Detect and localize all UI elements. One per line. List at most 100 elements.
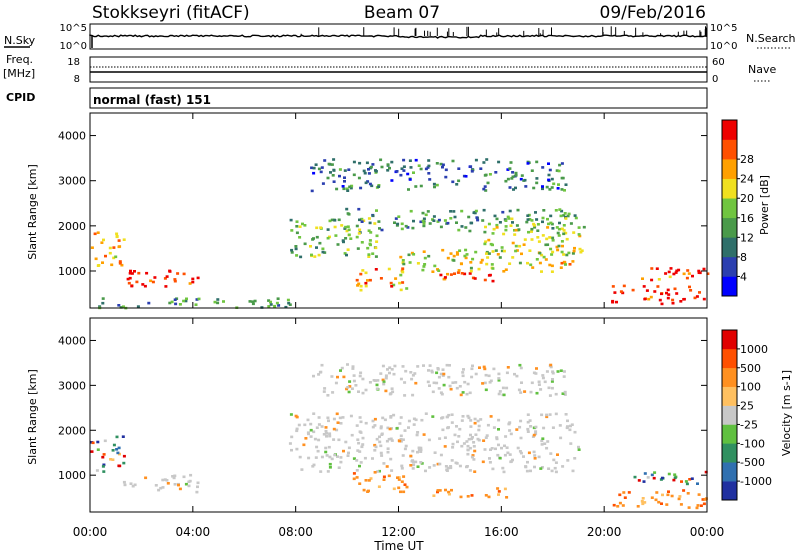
echo-cell (574, 216, 578, 220)
echo-cell (374, 379, 377, 382)
echo-cell (518, 363, 522, 367)
echo-cell (110, 263, 114, 267)
echo-cell (528, 419, 532, 422)
echo-cell (558, 208, 562, 211)
echo-cell (470, 367, 474, 371)
echo-cell (491, 250, 495, 253)
freq-panel-frame (89, 56, 708, 83)
echo-cell (428, 178, 432, 181)
echo-cell (356, 449, 360, 452)
echo-cell (370, 184, 374, 188)
echo-cell (469, 419, 473, 422)
echo-cell (430, 370, 434, 374)
echo-cell (533, 457, 537, 460)
echo-cell (471, 436, 474, 439)
echo-cell (163, 277, 167, 280)
echo-cell (361, 436, 365, 440)
echo-cell (98, 305, 102, 308)
echo-cell (697, 269, 701, 273)
echo-cell (508, 209, 512, 213)
echo-cell (643, 297, 647, 301)
echo-cell (374, 255, 378, 258)
echo-cell (407, 188, 410, 191)
echo-cell (386, 169, 390, 172)
echo-cell (568, 263, 572, 266)
echo-cell (704, 470, 708, 474)
echo-cell (553, 466, 557, 470)
echo-cell (413, 372, 417, 375)
echo-cell (672, 272, 676, 276)
echo-cell (566, 214, 570, 218)
echo-cell (327, 419, 330, 423)
echo-cell (382, 382, 386, 386)
echo-cell (392, 487, 396, 491)
echo-cell (361, 377, 365, 381)
echo-cell (382, 478, 386, 481)
echo-cell (325, 432, 328, 435)
colorbar-tick-label: 100 (740, 381, 761, 394)
echo-cell (459, 393, 463, 397)
echo-cell (349, 414, 353, 418)
echo-cell (627, 491, 631, 494)
echo-cell (188, 479, 192, 483)
echo-cell (482, 208, 486, 212)
echo-cell (332, 427, 336, 431)
echo-cell (578, 247, 582, 251)
echo-cell (304, 437, 308, 440)
echo-cell (548, 413, 552, 416)
echo-cell (695, 295, 699, 298)
echo-cell (524, 465, 528, 468)
echo-cell (332, 180, 336, 183)
echo-cell (479, 167, 483, 170)
echo-cell (340, 224, 344, 227)
echo-cell (463, 254, 467, 258)
echo-cell (647, 297, 651, 301)
echo-cell (530, 227, 534, 231)
echo-cell (538, 261, 542, 265)
echo-cell (515, 428, 519, 431)
echo-cell (345, 187, 349, 191)
echo-cell (689, 289, 693, 292)
echo-cell (505, 371, 509, 375)
echo-cell (336, 421, 340, 424)
echo-cell (533, 454, 537, 457)
echo-cell (679, 503, 683, 506)
echo-cell (437, 375, 441, 379)
echo-cell (544, 243, 548, 247)
echo-cell (549, 214, 553, 218)
echo-cell (650, 267, 654, 270)
echo-cell (357, 176, 361, 180)
echo-cell (519, 391, 523, 394)
echo-cell (682, 489, 686, 492)
echo-cell (560, 240, 564, 243)
echo-cell (439, 372, 443, 376)
echo-cell (161, 486, 165, 489)
echo-cell (151, 280, 155, 284)
echo-cell (419, 461, 423, 464)
colorbar-tick-label: 12 (740, 231, 754, 244)
echo-cell (469, 425, 473, 428)
echo-cell (389, 281, 393, 285)
echo-cell (455, 386, 459, 390)
echo-cell (514, 186, 517, 190)
echo-cell (529, 390, 533, 394)
echo-cell (435, 183, 439, 187)
velocity-y-ticks: 1000 2000 3000 4000 (58, 334, 707, 482)
colorbar-swatch (722, 330, 737, 350)
echo-cell (443, 277, 447, 281)
power-colorbar-label: Power [dB] (758, 175, 771, 235)
colorbar-swatch (722, 178, 737, 199)
echo-cell (489, 415, 493, 418)
echo-cell (118, 260, 122, 263)
echo-cell (483, 174, 487, 177)
echo-cell (375, 437, 379, 441)
echo-cell (374, 246, 378, 250)
echo-cell (317, 373, 321, 376)
echo-cell (433, 264, 437, 268)
echo-cell (331, 391, 335, 394)
velocity-colorbar-label: Velocity [m s-1] (780, 370, 793, 456)
echo-cell (658, 298, 662, 302)
echo-cell (532, 450, 536, 454)
echo-cell (416, 465, 420, 468)
echo-cell (564, 413, 568, 416)
